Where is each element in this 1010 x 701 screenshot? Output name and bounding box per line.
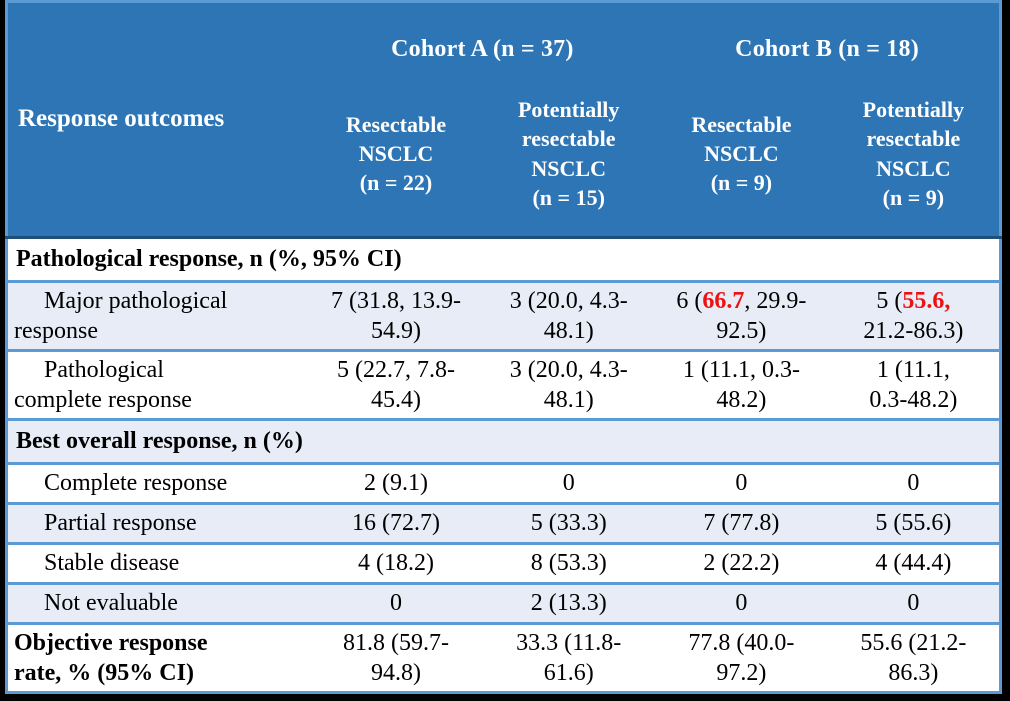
value-cell: 2 (13.3) — [482, 583, 655, 623]
value-cell: 4 (44.4) — [828, 543, 1001, 583]
value-text: 5 (33.3) — [530, 510, 607, 536]
value-cell: 5 (33.3) — [482, 503, 655, 543]
value-text: 55.6 (21.2- 86.3) — [860, 629, 967, 686]
value-cell: 33.3 (11.8- 61.6) — [482, 623, 655, 692]
row-label: Partial response — [44, 510, 197, 536]
table-row: Stable disease 4 (18.2) 8 (53.3) 2 (22.2) 4 … — [6, 543, 1001, 583]
value-cell: 1 (11.1, 0.3- 48.2) — [655, 350, 828, 419]
value-cell: 2 (22.2) — [655, 543, 828, 583]
column-header-resectable-a: Resectable NSCLC (n = 22) — [309, 79, 483, 237]
table-row: Major pathological response 7 (31.8, 13.9… — [6, 281, 1001, 350]
value-cell: 3 (20.0, 4.3- 48.1) — [482, 281, 655, 350]
value-text: 0 — [735, 470, 748, 496]
value-text: 3 (20.0, 4.3- 48.1) — [509, 356, 628, 413]
value-cell: 2 (9.1) — [310, 463, 483, 503]
value-text: 77.8 (40.0- 97.2) — [688, 629, 795, 686]
value-cell: 0 — [482, 463, 655, 503]
value-cell: 7 (31.8, 13.9- 54.9) — [310, 281, 483, 350]
value-text: 0 — [907, 590, 920, 616]
value-text: 1 (11.1, 0.3- 48.2) — [682, 356, 800, 413]
value-text: 2 (9.1) — [364, 470, 428, 496]
column-header-response-outcomes: Response outcomes — [6, 1, 310, 237]
value-cell: 81.8 (59.7- 94.8) — [310, 623, 483, 692]
column-header-resectable-b: Resectable NSCLC (n = 9) — [655, 79, 828, 237]
value-text: 3 (20.0, 4.3- 48.1) — [509, 287, 628, 344]
value-cell: 1 (11.1, 0.3-48.2) — [828, 350, 1001, 419]
value-text: 4 (44.4) — [875, 550, 952, 576]
value-text: 33.3 (11.8- 61.6) — [516, 629, 622, 686]
value-text: 6 ( — [676, 287, 703, 314]
value-cell: 4 (18.2) — [310, 543, 483, 583]
value-cell: 7 (77.8) — [655, 503, 828, 543]
section-header-label: Pathological response, n (%, 95% CI) — [16, 245, 402, 272]
value-text: 0 — [562, 470, 575, 496]
column-header-potentially-resectable-b: Potentially resectable NSCLC (n = 9) — [827, 79, 1001, 237]
value-text: 1 (11.1, 0.3-48.2) — [869, 356, 958, 413]
row-label: Complete response — [44, 470, 228, 496]
value-cell: 0 — [828, 583, 1001, 623]
column-group-cohort-b: Cohort B (n = 18) — [655, 1, 1001, 80]
value-cell: 5 (55.6, 21.2-86.3) — [828, 281, 1001, 350]
row-label: Objective response rate, % (95% CI) — [14, 629, 208, 686]
highlighted-value: 66.7 — [702, 287, 745, 314]
value-text: 2 (13.3) — [530, 590, 607, 616]
value-cell: 16 (72.7) — [310, 503, 483, 543]
value-cell: 5 (55.6) — [828, 503, 1001, 543]
table-body: Pathological response, n (%, 95% CI) Majo… — [6, 237, 1001, 692]
value-text: 7 (77.8) — [703, 510, 780, 536]
value-cell: 5 (22.7, 7.8- 45.4) — [310, 350, 483, 419]
value-cell: 0 — [655, 583, 828, 623]
table-row: Complete response 2 (9.1) 0 0 0 — [6, 463, 1001, 503]
value-text: 5 (55.6) — [875, 510, 952, 536]
value-text: 4 (18.2) — [358, 550, 434, 576]
value-cell: 77.8 (40.0- 97.2) — [655, 623, 828, 692]
value-text: 21.2-86.3) — [863, 317, 964, 344]
value-text: , 29.9- 92.5) — [716, 287, 807, 344]
column-header-potentially-resectable-a: Potentially resectable NSCLC (n = 15) — [482, 79, 656, 237]
response-outcomes-table: Response outcomes Cohort A (n = 37) Coho… — [5, 0, 1002, 694]
value-text: 16 (72.7) — [352, 510, 440, 536]
value-text: 2 (22.2) — [703, 550, 780, 576]
section-row: Pathological response, n (%, 95% CI) — [6, 237, 1001, 281]
table-row: Partial response 16 (72.7) 5 (33.3) 7 (77.8… — [6, 503, 1001, 543]
value-text: 5 ( — [876, 287, 903, 314]
value-text: 8 (53.3) — [530, 550, 607, 576]
value-cell: 0 — [828, 463, 1001, 503]
column-group-cohort-a: Cohort A (n = 37) — [309, 1, 656, 80]
value-cell: 55.6 (21.2- 86.3) — [828, 623, 1001, 692]
value-text: 7 (31.8, 13.9- 54.9) — [331, 287, 461, 344]
table-row: Pathological complete response 5 (22.7, 7… — [6, 350, 1001, 419]
section-row: Best overall response, n (%) — [6, 419, 1001, 463]
table-row: Objective response rate, % (95% CI) 81.8 … — [6, 623, 1001, 692]
value-text: 0 — [735, 590, 748, 616]
row-label: Stable disease — [44, 550, 180, 576]
value-text: 81.8 (59.7- 94.8) — [343, 629, 449, 686]
row-label: Pathological complete response — [14, 356, 192, 413]
section-header-label: Best overall response, n (%) — [16, 427, 303, 454]
table-header: Response outcomes Cohort A (n = 37) Coho… — [6, 1, 1001, 237]
value-cell: 0 — [655, 463, 828, 503]
value-cell: 0 — [310, 583, 483, 623]
value-cell: 6 (66.7, 29.9- 92.5) — [655, 281, 828, 350]
value-cell: 3 (20.0, 4.3- 48.1) — [482, 350, 655, 419]
value-text: 5 (22.7, 7.8- 45.4) — [337, 356, 455, 413]
highlighted-value: 55.6, — [902, 287, 951, 314]
row-label: Not evaluable — [44, 590, 178, 616]
value-cell: 8 (53.3) — [482, 543, 655, 583]
row-label: Major pathological response — [14, 287, 228, 344]
value-text: 0 — [390, 590, 402, 616]
table-row: Not evaluable 0 2 (13.3) 0 0 — [6, 583, 1001, 623]
value-text: 0 — [907, 470, 920, 496]
